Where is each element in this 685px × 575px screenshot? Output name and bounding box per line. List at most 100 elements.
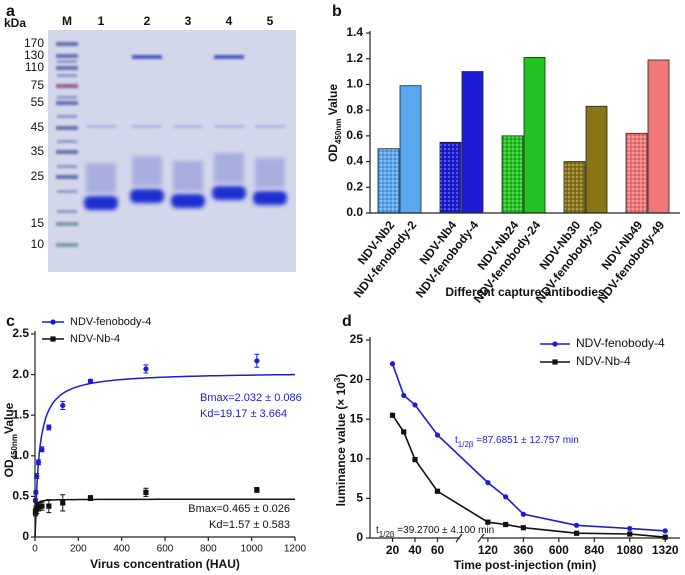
x-tick-label: 60 xyxy=(431,543,445,557)
faint-band xyxy=(255,125,285,128)
legend-label: NDV-fenobody-4 xyxy=(70,316,151,328)
faint-band xyxy=(214,55,244,59)
y-tick-label: 0.8 xyxy=(346,102,363,116)
y-tick-label: 0.0 xyxy=(346,205,363,219)
panel-label: b xyxy=(332,3,342,20)
point xyxy=(143,366,149,372)
point xyxy=(39,446,45,452)
bar xyxy=(563,161,586,214)
ladder-band xyxy=(56,150,78,154)
point xyxy=(254,487,260,493)
x-tick-label: 400 xyxy=(113,544,130,555)
point xyxy=(485,479,491,486)
ladder-band xyxy=(56,54,78,58)
x-tick-label: 200 xyxy=(70,544,87,555)
annotation: Bmax=2.032 ± 0.086 xyxy=(200,392,302,404)
y-axis-label-part: 3 xyxy=(333,377,342,382)
point xyxy=(434,432,441,438)
annotation-part: 1/2β xyxy=(379,530,395,539)
point xyxy=(87,378,94,384)
point xyxy=(143,489,149,495)
bar xyxy=(461,71,484,214)
y-axis-label-part: luminance value (× 10 xyxy=(334,382,348,507)
x-tick-label: 1080 xyxy=(616,543,643,557)
bar xyxy=(523,57,546,214)
y-tick-label: 0.5 xyxy=(12,489,29,503)
point xyxy=(46,503,52,509)
smear xyxy=(255,158,285,188)
point xyxy=(46,424,52,430)
ladder-band xyxy=(57,165,77,168)
point xyxy=(627,525,633,532)
point xyxy=(627,531,633,537)
marker-label: 130 xyxy=(24,48,44,62)
x-tick-label: 1320 xyxy=(652,543,679,557)
ladder-band xyxy=(57,60,77,63)
y-tick-label: 0.2 xyxy=(346,179,363,193)
y-axis-label-part: 450nm xyxy=(334,119,343,144)
faint-band xyxy=(132,55,162,59)
point xyxy=(33,489,39,495)
marker-label: 25 xyxy=(31,169,45,183)
point xyxy=(35,504,42,510)
y-axis-label: luminance value (× 103) xyxy=(333,374,349,507)
faint-band xyxy=(214,125,244,128)
marker-label: 55 xyxy=(31,95,45,109)
smear xyxy=(86,163,116,193)
y-tick-label: 2.0 xyxy=(12,367,29,381)
x-axis-label: Different capture antibodies xyxy=(445,285,605,299)
legend-label: NDV-Nb-4 xyxy=(70,333,120,345)
protein-band xyxy=(130,189,164,203)
axis-break xyxy=(455,533,485,543)
bar xyxy=(377,148,400,214)
y-axis-label-part: OD xyxy=(2,459,16,477)
point xyxy=(662,528,668,534)
protein-band xyxy=(171,194,205,208)
marker-label: 15 xyxy=(31,216,45,230)
bar xyxy=(625,132,648,214)
point xyxy=(50,336,56,342)
point xyxy=(503,521,509,528)
y-axis-label-part: OD xyxy=(326,144,340,162)
y-axis-label: OD450nm Value xyxy=(326,84,342,162)
point xyxy=(401,392,407,399)
x-tick-label: 0 xyxy=(32,544,38,555)
ladder-band xyxy=(57,115,77,118)
y-tick-label: 0.4 xyxy=(346,154,363,168)
x-tick-label: 600 xyxy=(157,544,174,555)
point xyxy=(389,412,396,418)
point xyxy=(412,456,418,463)
x-tick-label: 360 xyxy=(513,543,533,557)
point xyxy=(389,361,396,367)
x-tick-label: 1200 xyxy=(284,544,307,555)
x-axis-label: Virus concentration (HAU) xyxy=(90,557,240,571)
protein-band xyxy=(84,196,118,210)
legend-label: NDV-Nb-4 xyxy=(576,354,631,368)
ladder-band xyxy=(56,222,78,226)
marker-label: 110 xyxy=(25,60,44,74)
ladder-band xyxy=(56,126,78,130)
ladder-band xyxy=(57,210,77,213)
ladder-band xyxy=(57,96,77,99)
x-tick-label: 1000 xyxy=(241,544,264,555)
annotation: Kd=19.17 ± 3.664 xyxy=(200,408,287,420)
lane-label: 1 xyxy=(98,14,105,28)
point xyxy=(503,494,509,500)
y-tick-label: 10 xyxy=(350,451,364,465)
x-tick-label: 40 xyxy=(408,543,422,557)
axis-line xyxy=(34,331,295,538)
point xyxy=(39,503,45,509)
panel-label: d xyxy=(342,313,352,330)
ladder-band xyxy=(56,84,78,88)
y-tick-label: 5 xyxy=(356,491,363,505)
faint-band xyxy=(173,125,203,128)
point xyxy=(573,530,580,536)
annotation-part: t xyxy=(376,525,379,536)
y-axis-label-part: Value xyxy=(2,402,16,434)
annotation-part: =87.6851 ± 12.757 min xyxy=(474,435,579,446)
point xyxy=(573,522,580,528)
faint-band xyxy=(132,125,162,128)
y-tick-label: 15 xyxy=(350,411,364,425)
point xyxy=(60,500,66,506)
point xyxy=(87,495,94,501)
